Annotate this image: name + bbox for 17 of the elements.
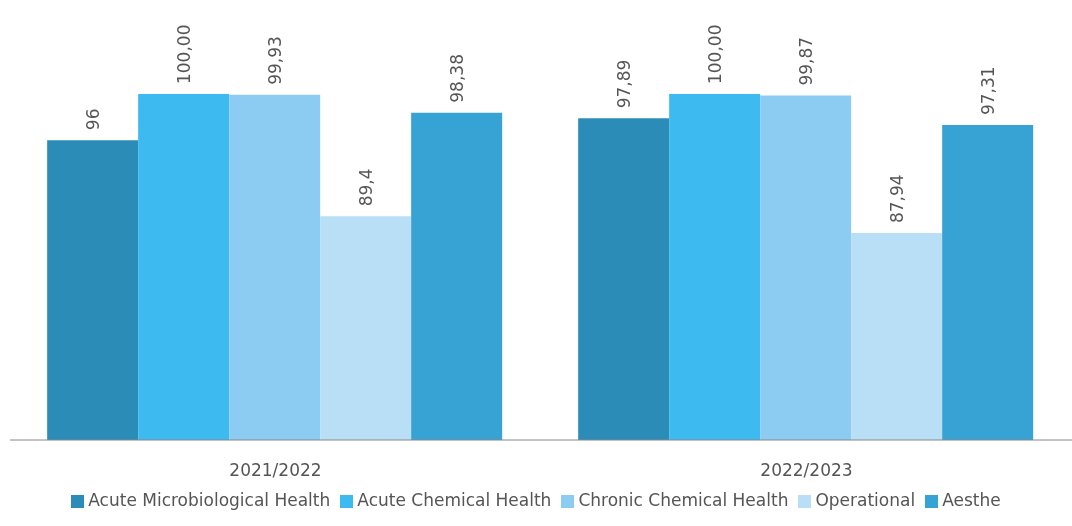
data-label: 87,94 — [886, 174, 907, 224]
x-tick-label: 2022/2023 — [760, 460, 853, 481]
data-label: 99,93 — [264, 36, 285, 85]
x-tick-label: 2021/2022 — [229, 460, 322, 481]
data-label: 96 — [82, 108, 103, 131]
data-label: 100,00 — [704, 24, 725, 84]
legend-label: Operational — [815, 490, 916, 510]
legend-label: Chronic Chemical Health — [578, 490, 789, 510]
data-label: 99,87 — [795, 36, 816, 86]
data-label: 97,31 — [977, 66, 998, 116]
legend-label: Acute Chemical Health — [357, 490, 552, 510]
legend-label: Acute Microbiological Health — [88, 490, 331, 510]
data-label: 89,4 — [355, 168, 376, 207]
data-label: 98,38 — [446, 54, 467, 103]
data-label: 97,89 — [613, 59, 634, 109]
legend-label: Aesthe — [942, 490, 1001, 510]
data-label: 100,00 — [173, 24, 194, 84]
